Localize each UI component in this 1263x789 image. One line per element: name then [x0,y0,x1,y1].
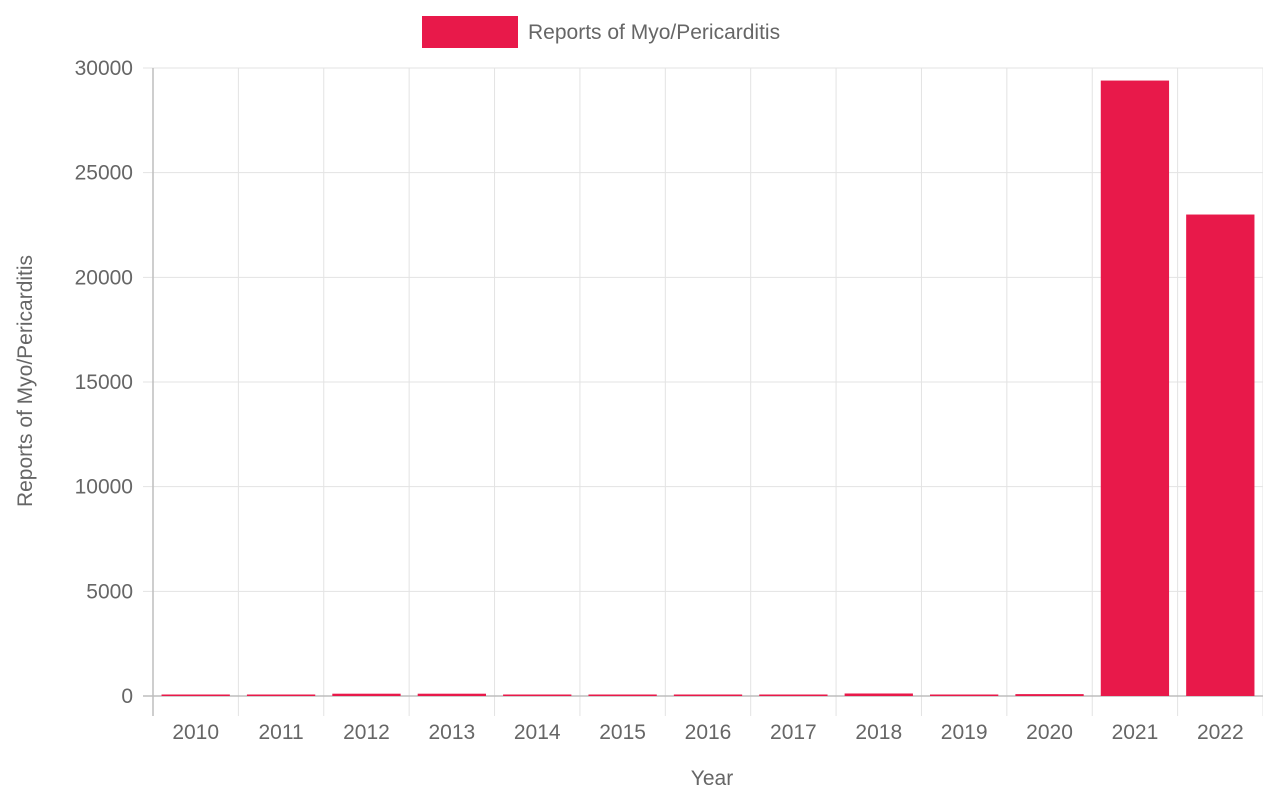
y-tick-label: 10000 [75,476,133,499]
x-tick-label: 2022 [1197,721,1244,744]
x-tick-label: 2012 [343,721,390,744]
x-tick-label: 2015 [599,721,646,744]
x-tick-labels: 2010 2011 2012 2013 2014 2015 2016 2017 2018 2019… [172,721,1243,744]
y-tick-label: 20000 [75,266,133,289]
bar-2016 [673,694,743,696]
x-tick-label: 2010 [172,721,219,744]
grid [143,67,1263,716]
x-tick-label: 2018 [855,721,902,744]
x-tick-label: 2011 [258,721,303,744]
bar-2022 [1186,214,1255,697]
y-tick-label: 25000 [75,162,133,185]
legend: Reports of Myo/Pericarditis [422,16,780,48]
bar-2018 [844,693,913,696]
y-tick-labels: 0 5000 10000 15000 20000 25000 30000 [75,57,133,708]
axes [143,68,1263,716]
bar-2013 [417,693,486,696]
x-tick-label: 2016 [685,721,732,744]
y-tick-label: 5000 [86,580,133,603]
bar-2011 [246,694,316,696]
x-tick-label: 2021 [1112,721,1159,744]
y-tick-label: 0 [121,685,133,708]
x-tick-label: 2013 [428,721,475,744]
bar-2012 [332,693,401,696]
bar-2015 [588,694,657,696]
bar-2021 [1100,80,1170,696]
x-tick-label: 2017 [770,721,817,744]
y-tick-label: 15000 [75,371,133,394]
bars [161,80,1255,697]
bar-2020 [1015,694,1084,696]
x-axis-title: Year [691,767,733,789]
x-tick-label: 2020 [1026,721,1073,744]
x-tick-label: 2014 [514,721,561,744]
bar-2014 [503,694,572,696]
legend-swatch [422,16,518,48]
y-tick-label: 30000 [75,57,133,80]
bar-2010 [161,694,230,696]
bar-2019 [930,694,999,696]
bar-2017 [759,694,828,696]
x-tick-label: 2019 [941,721,988,744]
legend-label: Reports of Myo/Pericarditis [528,21,780,44]
y-axis-title: Reports of Myo/Pericarditis [14,255,37,507]
